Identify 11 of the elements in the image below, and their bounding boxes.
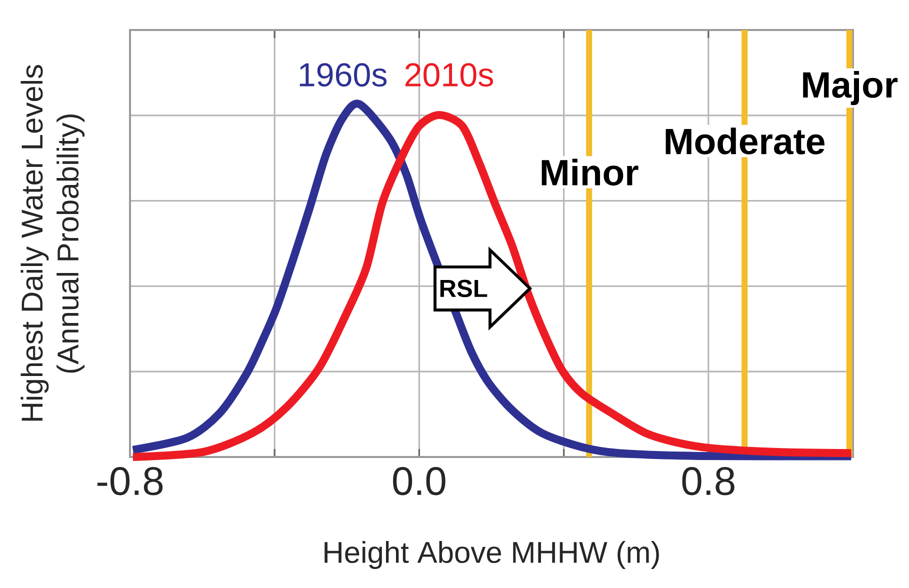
ref-line-label: Minor bbox=[542, 158, 638, 186]
ref-line-label: Moderate bbox=[666, 128, 824, 154]
annotation: RSL bbox=[440, 280, 488, 298]
x-tick-label: 0.8 bbox=[682, 467, 734, 496]
series-label: 2010s bbox=[405, 63, 494, 87]
x-tick-label: 0.0 bbox=[393, 467, 446, 496]
x-axis-title: Height Above MHHW (m) bbox=[324, 541, 659, 569]
series-label: 1960s bbox=[300, 63, 387, 87]
ref-line-label: Major bbox=[803, 71, 898, 106]
x-tick-label: -0.8 bbox=[97, 467, 163, 496]
y-axis-title: Highest Daily Water Levels (Annual Probability) bbox=[20, 65, 85, 421]
